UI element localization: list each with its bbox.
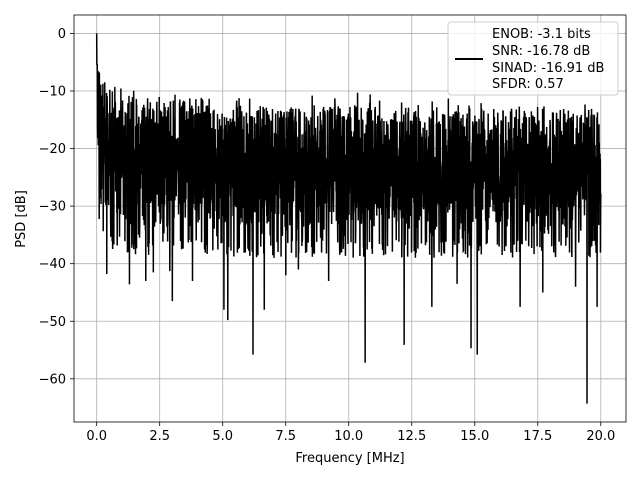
x-tick-label: 0.0 [86,429,107,444]
x-tick-label: 15.0 [460,429,489,444]
y-tick-label: −20 [39,142,66,157]
legend-snr: SNR: -16.78 dB [492,44,590,59]
x-tick-label: 12.5 [397,429,426,444]
axes-frame [73,14,627,423]
legend-box [447,21,619,96]
y-tick-label: −40 [39,257,66,272]
legend: ENOB: -3.1 bits SNR: -16.78 dB SINAD: -1… [447,21,619,96]
x-tick-label: 17.5 [523,429,552,444]
psd-series-line [95,33,602,404]
axes-ticks: 0.0 2.5 5.0 7.5 10.0 12.5 15.0 17.5 20.0 0 −10 −20 −… [39,27,616,444]
plot-area [95,33,602,404]
y-tick-label: −50 [39,315,66,330]
y-tick-label: 0 [58,27,66,42]
y-tick-label: −60 [39,372,66,387]
x-tick-label: 7.5 [275,429,296,444]
legend-sinad: SINAD: -16.91 dB [492,61,604,76]
legend-sfdr: SFDR: 0.57 [492,77,564,92]
x-axis-label: Frequency [MHz] [295,451,404,466]
x-tick-label: 20.0 [586,429,615,444]
y-axis-label: PSD [dB] [14,190,29,248]
y-tick-label: −10 [39,84,66,99]
x-tick-label: 2.5 [149,429,170,444]
y-tick-label: −30 [39,200,66,215]
x-tick-label: 10.0 [334,429,363,444]
x-tick-label: 5.0 [212,429,233,444]
legend-enob: ENOB: -3.1 bits [492,27,591,42]
